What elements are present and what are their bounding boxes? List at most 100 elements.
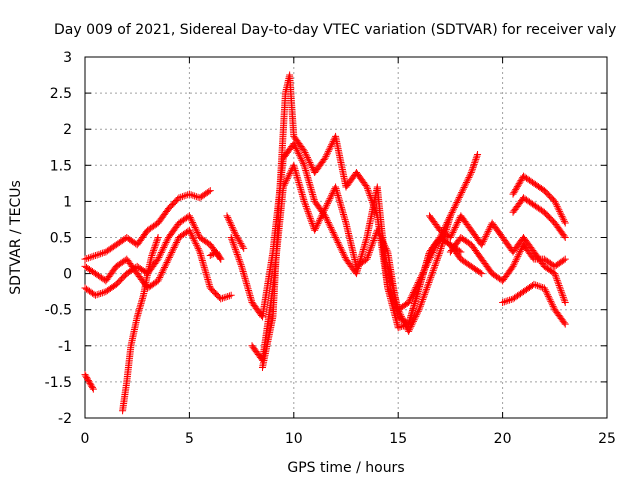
data-point bbox=[328, 227, 336, 235]
data-point bbox=[561, 297, 569, 305]
data-point bbox=[502, 297, 510, 305]
data-point bbox=[407, 293, 415, 301]
data-point bbox=[97, 289, 105, 297]
data-point bbox=[156, 272, 164, 280]
data-point bbox=[326, 195, 334, 203]
data-point bbox=[363, 255, 371, 263]
data-point bbox=[90, 252, 98, 260]
data-point bbox=[332, 234, 340, 241]
data-point bbox=[337, 245, 345, 253]
data-point bbox=[222, 293, 230, 301]
data-point bbox=[449, 229, 457, 237]
data-point bbox=[231, 244, 239, 252]
series-arc-11 bbox=[426, 212, 569, 306]
y-tick-label: 1 bbox=[63, 194, 72, 210]
data-point bbox=[157, 270, 165, 278]
chart-title: Day 009 of 2021, Sidereal Day-to-day VTE… bbox=[54, 22, 616, 38]
data-point bbox=[194, 230, 202, 238]
data-point bbox=[559, 292, 567, 300]
data-point bbox=[236, 257, 244, 265]
data-point bbox=[84, 376, 92, 384]
data-point bbox=[542, 287, 550, 295]
data-point bbox=[100, 249, 108, 257]
data-point bbox=[450, 205, 458, 213]
data-point bbox=[558, 290, 566, 298]
data-point bbox=[367, 243, 375, 251]
data-point bbox=[315, 216, 323, 224]
data-point bbox=[161, 240, 169, 248]
data-point bbox=[382, 245, 390, 253]
data-point bbox=[331, 232, 339, 240]
data-point bbox=[559, 293, 567, 301]
data-point bbox=[551, 270, 559, 278]
data-point bbox=[300, 197, 308, 205]
data-point bbox=[510, 261, 518, 269]
data-point bbox=[552, 273, 560, 281]
data-point bbox=[434, 255, 442, 263]
data-point bbox=[513, 183, 521, 191]
data-point bbox=[401, 319, 409, 327]
data-point bbox=[301, 149, 309, 157]
data-point bbox=[182, 191, 190, 199]
data-point bbox=[560, 217, 568, 225]
data-point bbox=[509, 262, 517, 270]
data-point bbox=[558, 288, 566, 296]
data-point bbox=[409, 288, 417, 296]
series-arc-9 bbox=[258, 71, 454, 371]
data-point bbox=[430, 263, 438, 271]
data-point bbox=[395, 307, 403, 315]
data-point bbox=[322, 152, 330, 160]
series-arc-1 bbox=[81, 187, 214, 263]
data-point bbox=[363, 185, 371, 193]
data-point bbox=[187, 191, 195, 199]
data-point bbox=[155, 253, 163, 261]
data-point bbox=[152, 240, 160, 248]
data-point bbox=[303, 152, 311, 160]
data-point bbox=[511, 259, 519, 267]
data-point bbox=[511, 187, 519, 195]
data-point bbox=[426, 277, 434, 285]
data-point bbox=[515, 180, 523, 188]
data-point bbox=[324, 219, 332, 227]
data-point bbox=[370, 202, 378, 210]
data-point bbox=[156, 250, 164, 258]
data-point bbox=[318, 211, 326, 219]
data-point bbox=[163, 237, 171, 245]
data-point bbox=[398, 314, 406, 322]
data-point bbox=[561, 298, 569, 306]
data-point bbox=[447, 232, 455, 240]
data-point bbox=[419, 296, 427, 304]
data-point bbox=[185, 212, 193, 220]
x-tick-label: 25 bbox=[598, 431, 616, 447]
data-point bbox=[165, 255, 173, 263]
data-point bbox=[295, 151, 303, 159]
series-arc-10 bbox=[384, 150, 482, 335]
data-point bbox=[435, 251, 443, 259]
data-point bbox=[454, 197, 462, 205]
data-point bbox=[338, 247, 346, 255]
data-point bbox=[160, 265, 168, 273]
data-point bbox=[560, 295, 568, 303]
x-tick-label: 10 bbox=[285, 431, 303, 447]
data-point bbox=[237, 261, 245, 269]
data-point bbox=[552, 199, 560, 207]
data-point bbox=[323, 151, 331, 159]
data-point bbox=[544, 292, 552, 300]
data-point bbox=[186, 228, 194, 236]
data-point bbox=[433, 256, 441, 264]
data-point bbox=[236, 259, 244, 267]
data-point bbox=[227, 291, 235, 299]
data-point bbox=[560, 319, 568, 327]
data-point bbox=[214, 251, 222, 259]
data-point bbox=[446, 212, 454, 220]
data-point bbox=[476, 269, 484, 277]
data-point bbox=[148, 250, 156, 258]
data-point bbox=[187, 215, 195, 223]
data-point bbox=[284, 173, 292, 181]
data-point bbox=[193, 243, 201, 251]
data-point bbox=[409, 317, 417, 325]
data-point bbox=[85, 378, 93, 386]
series-arc-16 bbox=[223, 212, 248, 252]
data-point bbox=[532, 281, 540, 289]
data-point bbox=[89, 384, 97, 392]
